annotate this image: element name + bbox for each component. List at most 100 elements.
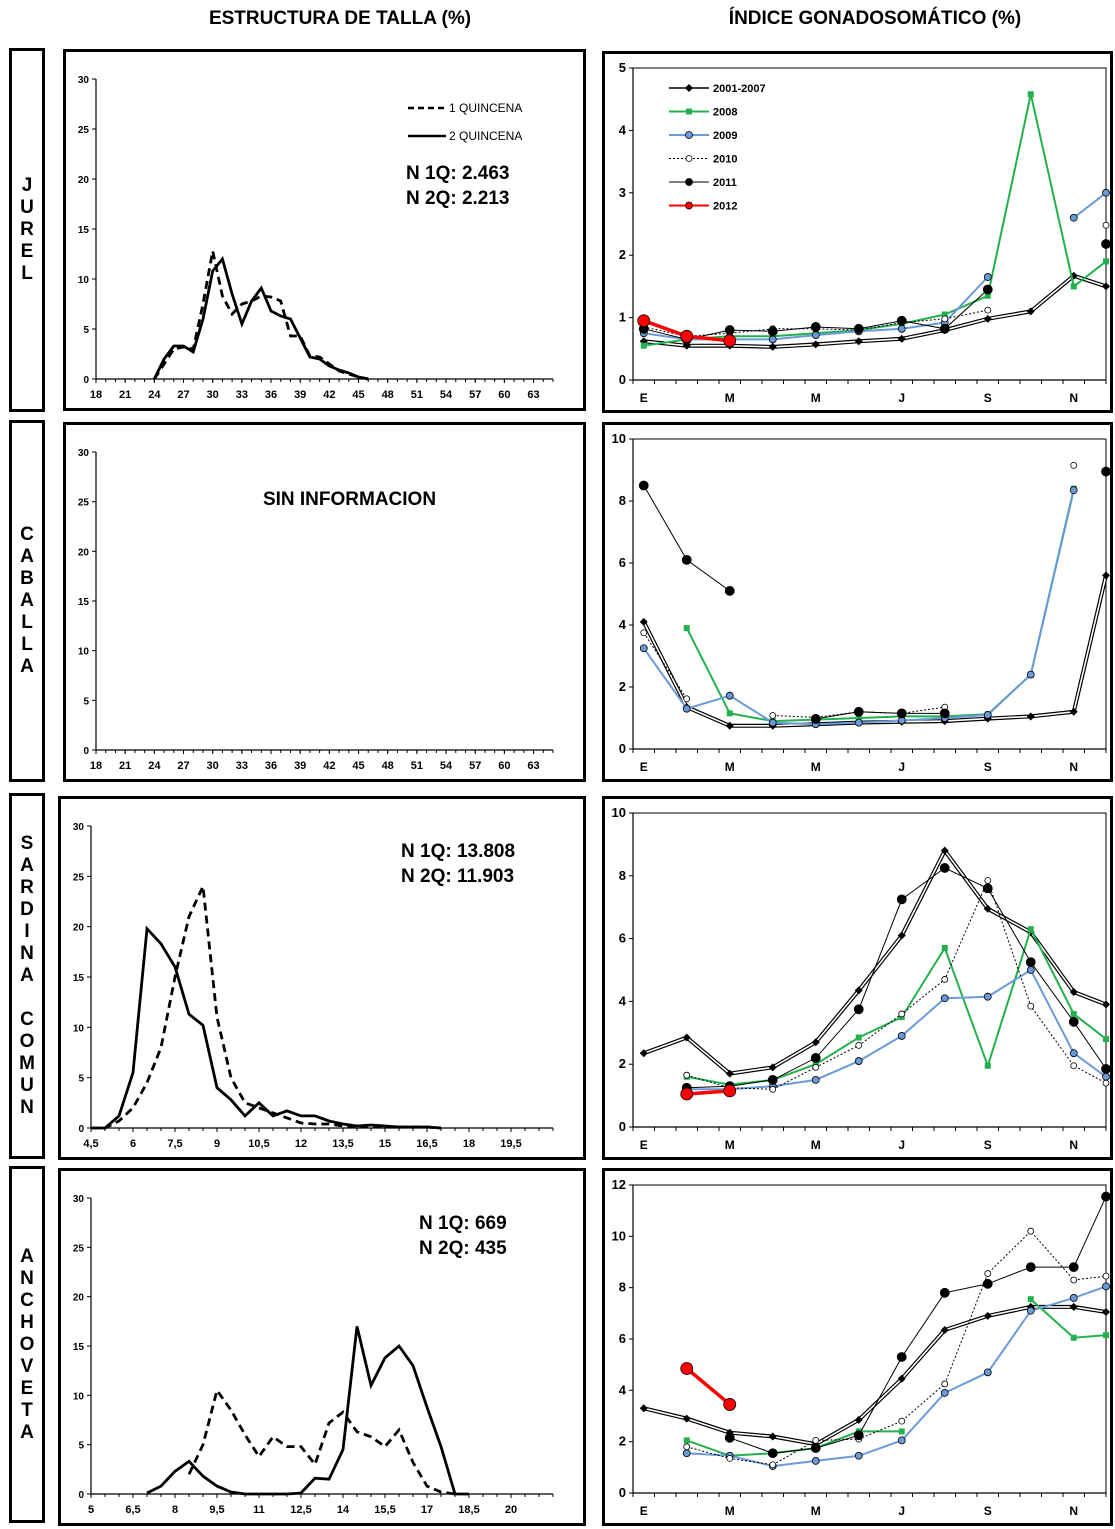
data-point xyxy=(1069,987,1078,996)
series-line xyxy=(91,881,442,1130)
x-tick-label: S xyxy=(984,1504,992,1518)
x-tick-label: 57 xyxy=(469,389,481,401)
series-line xyxy=(153,250,369,381)
size-structure-header: ESTRUCTURA DE TALLA (%) xyxy=(208,8,472,29)
series-line xyxy=(146,1325,469,1496)
y-tick-label: 0 xyxy=(619,1485,626,1500)
y-tick-label: 25 xyxy=(73,872,85,883)
legend-label: 2009 xyxy=(713,130,737,142)
data-point xyxy=(1069,707,1078,716)
species-letter: E xyxy=(20,1377,34,1399)
species-letter: N xyxy=(20,1097,34,1118)
plot-area: 0 2 4 6 8 10 12 E M M J S N xyxy=(612,1177,1110,1518)
data-point xyxy=(680,1087,694,1101)
x-tick-label: 54 xyxy=(440,760,453,772)
series-line xyxy=(643,485,731,592)
y-tick-label: 0 xyxy=(83,746,89,757)
data-point xyxy=(768,1063,777,1072)
data-point xyxy=(1103,1036,1109,1043)
data-point xyxy=(1069,1302,1078,1311)
data-point xyxy=(940,1388,949,1397)
data-point xyxy=(1102,282,1110,291)
series-line xyxy=(642,489,1075,726)
series-2012 xyxy=(680,1362,737,1411)
data-point xyxy=(940,846,949,855)
x-tick-label: 51 xyxy=(411,760,423,772)
y-tick-label: 0 xyxy=(619,372,626,387)
gsi-header: ÍNDICE GONADOSOMÁTICO (%) xyxy=(728,8,1022,29)
data-point xyxy=(1102,1079,1110,1087)
data-point xyxy=(1070,1276,1078,1284)
species-letter: A xyxy=(20,1421,34,1443)
series-1-quincena xyxy=(187,1387,456,1496)
data-point xyxy=(897,1032,906,1040)
y-tick-label: 10 xyxy=(612,1228,626,1243)
data-point xyxy=(769,1461,777,1469)
y-tick-label: 15 xyxy=(73,1342,85,1353)
data-point xyxy=(982,883,993,894)
species-letter: A xyxy=(20,590,34,611)
data-point xyxy=(854,337,863,346)
sardina-size-chart: 0 5 10 15 20 25 30 4,5 6 7,5 9 10,5 12 13,5 15 16,5 18 19… xyxy=(73,822,554,1150)
y-tick-label: 2 xyxy=(619,1434,626,1449)
data-point xyxy=(723,1398,737,1411)
x-tick-label: 17 xyxy=(421,1504,433,1516)
x-tick-label: 39 xyxy=(294,389,306,401)
data-point xyxy=(984,292,991,299)
annotation: N 1Q: 2.463 N 2Q: 2.213 xyxy=(406,163,510,209)
data-point xyxy=(724,325,735,335)
series-line xyxy=(729,1196,1107,1454)
plot-area: 0 5 10 15 20 25 30 4,5 6 7,5 9 10,5 12 13,5 15 16,5 18 19… xyxy=(73,822,554,1150)
data-point xyxy=(1027,91,1034,98)
series-2012 xyxy=(637,314,737,348)
data-point xyxy=(1025,957,1036,968)
x-tick-label: 45 xyxy=(352,760,364,772)
anchoveta-size-chart-panel: 0 5 10 15 20 25 30 5 6,5 8 9,5 11 12,5 14 15,5 17 18,5 20… xyxy=(58,1168,586,1526)
data-point xyxy=(811,331,820,339)
series-2009 xyxy=(639,486,1078,729)
data-point xyxy=(683,1443,691,1451)
y-tick-label: 25 xyxy=(78,125,90,136)
y-tick-label: 10 xyxy=(73,1023,85,1034)
x-tick-label: N xyxy=(1069,760,1078,774)
x-tick-label: 18 xyxy=(90,389,102,401)
data-point xyxy=(1070,1010,1077,1017)
x-tick-label: 8 xyxy=(172,1504,178,1516)
series-line xyxy=(685,1367,731,1406)
data-point xyxy=(1027,1002,1035,1010)
series-2009 xyxy=(682,966,1110,1094)
data-point xyxy=(1101,239,1110,249)
data-point xyxy=(855,715,862,721)
legend-label: 2010 xyxy=(713,154,737,166)
y-tick-label: 25 xyxy=(78,498,90,509)
y-tick-label: 30 xyxy=(78,75,90,86)
species-letter: U xyxy=(20,1075,34,1096)
species-letter: A xyxy=(20,855,34,876)
data-point xyxy=(941,976,949,983)
y-tick-label: 6 xyxy=(619,1331,626,1346)
data-point xyxy=(1101,1064,1110,1074)
legend-label: 2012 xyxy=(713,201,737,213)
y-tick-label: 8 xyxy=(619,493,626,508)
data-point xyxy=(896,1352,907,1362)
data-point xyxy=(941,945,948,952)
data-point xyxy=(725,691,734,700)
y-tick-label: 20 xyxy=(78,547,90,558)
data-point xyxy=(983,992,992,1001)
x-tick-label: 19,5 xyxy=(500,1138,521,1150)
data-point xyxy=(853,323,864,334)
data-point xyxy=(983,273,992,281)
x-tick-label: J xyxy=(898,1504,905,1518)
data-point xyxy=(1102,1308,1110,1317)
y-tick-label: 20 xyxy=(73,1293,85,1304)
x-tick-label: 45 xyxy=(352,389,364,401)
sardina-size-chart-panel: 0 5 10 15 20 25 30 4,5 6 7,5 9 10,5 12 13,5 15 16,5 18 19… xyxy=(58,796,586,1160)
x-tick-label: 48 xyxy=(382,760,394,772)
x-tick-label: 14 xyxy=(337,1504,350,1516)
data-point xyxy=(897,334,906,343)
y-tick-label: 0 xyxy=(83,375,89,386)
sardina-gsi-chart: 0 2 4 6 8 10 E M M J S N xyxy=(612,805,1110,1152)
series-line xyxy=(1073,192,1107,219)
x-tick-label: S xyxy=(984,760,992,774)
